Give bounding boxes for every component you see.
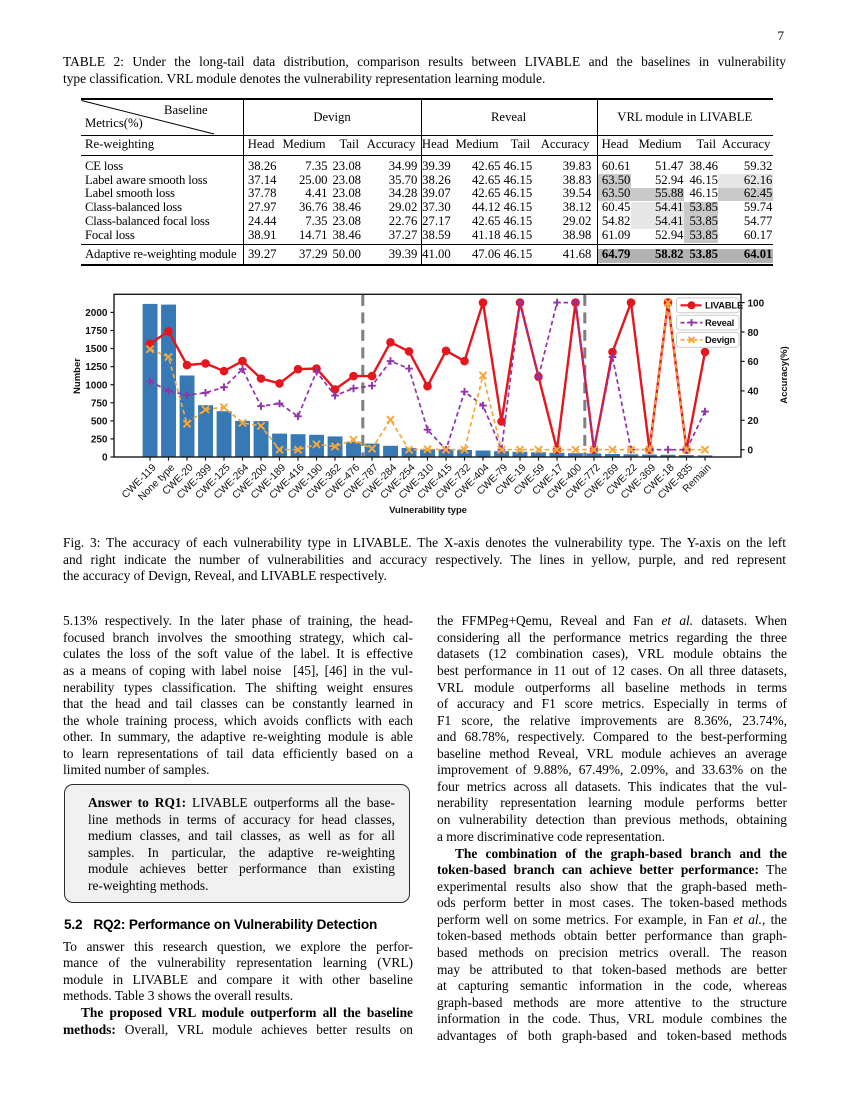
svg-text:60: 60 (748, 357, 760, 368)
svg-text:Number: Number (72, 358, 83, 394)
svg-text:0: 0 (102, 453, 108, 464)
svg-text:250: 250 (91, 435, 108, 446)
svg-text:1250: 1250 (85, 362, 108, 373)
svg-text:40: 40 (748, 387, 760, 398)
svg-text:500: 500 (91, 417, 108, 428)
svg-text:0: 0 (748, 446, 754, 457)
svg-text:LIVABLE: LIVABLE (705, 300, 743, 311)
svg-text:1750: 1750 (85, 326, 108, 337)
svg-text:2000: 2000 (85, 308, 108, 319)
svg-text:Vulnerability type: Vulnerability type (389, 504, 467, 515)
svg-text:1500: 1500 (85, 344, 108, 355)
svg-text:20: 20 (748, 416, 760, 427)
svg-text:80: 80 (748, 328, 760, 339)
svg-text:Devign: Devign (705, 334, 736, 345)
svg-text:Accuracy(%): Accuracy(%) (779, 346, 790, 404)
svg-text:1000: 1000 (85, 380, 108, 391)
svg-text:100: 100 (748, 298, 765, 309)
svg-text:750: 750 (91, 398, 108, 409)
svg-text:Reveal: Reveal (705, 317, 734, 328)
